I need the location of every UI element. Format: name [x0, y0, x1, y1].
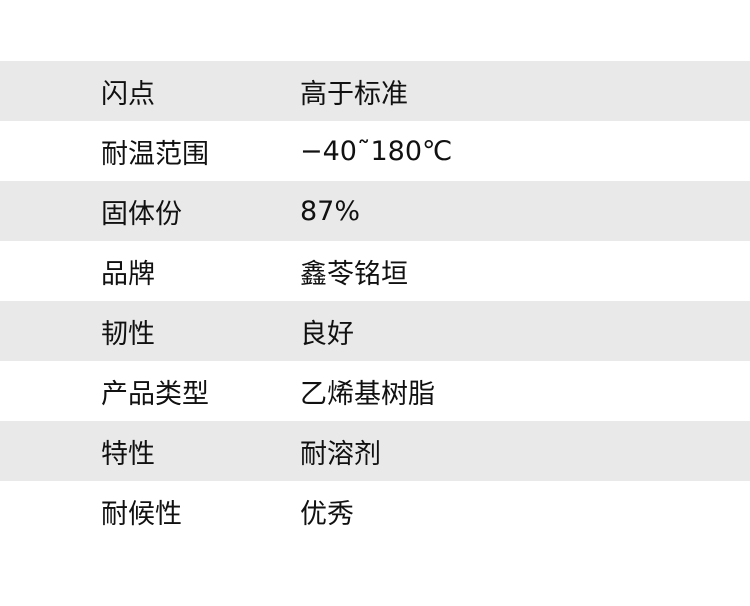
row-value: 耐溶剂: [300, 438, 381, 470]
row-label: 耐候性: [101, 498, 182, 530]
spec-table: 闪点 高于标准 耐温范围 −40˜180℃ 固体份 87% 品牌 鑫苓铭垣 韧性 良好 产…: [0, 61, 750, 541]
table-row: 产品类型 乙烯基树脂: [0, 361, 750, 421]
table-row: 品牌 鑫苓铭垣: [0, 241, 750, 301]
row-label: 产品类型: [101, 378, 209, 410]
row-value: 87%: [300, 195, 361, 227]
row-value: 良好: [300, 318, 354, 350]
row-label: 固体份: [101, 198, 182, 230]
row-value: 优秀: [300, 498, 354, 530]
row-label: 品牌: [101, 258, 155, 290]
row-label: 韧性: [101, 318, 155, 350]
table-row: 韧性 良好: [0, 301, 750, 361]
row-label: 特性: [101, 438, 155, 470]
table-row: 特性 耐溶剂: [0, 421, 750, 481]
table-row: 耐温范围 −40˜180℃: [0, 121, 750, 181]
row-value: −40˜180℃: [300, 135, 453, 167]
row-label: 闪点: [101, 78, 155, 110]
table-row: 耐候性 优秀: [0, 481, 750, 541]
row-label: 耐温范围: [101, 138, 209, 170]
row-value: 鑫苓铭垣: [300, 258, 408, 290]
table-row: 闪点 高于标准: [0, 61, 750, 121]
table-row: 固体份 87%: [0, 181, 750, 241]
row-value: 高于标准: [300, 78, 408, 110]
row-value: 乙烯基树脂: [300, 378, 435, 410]
